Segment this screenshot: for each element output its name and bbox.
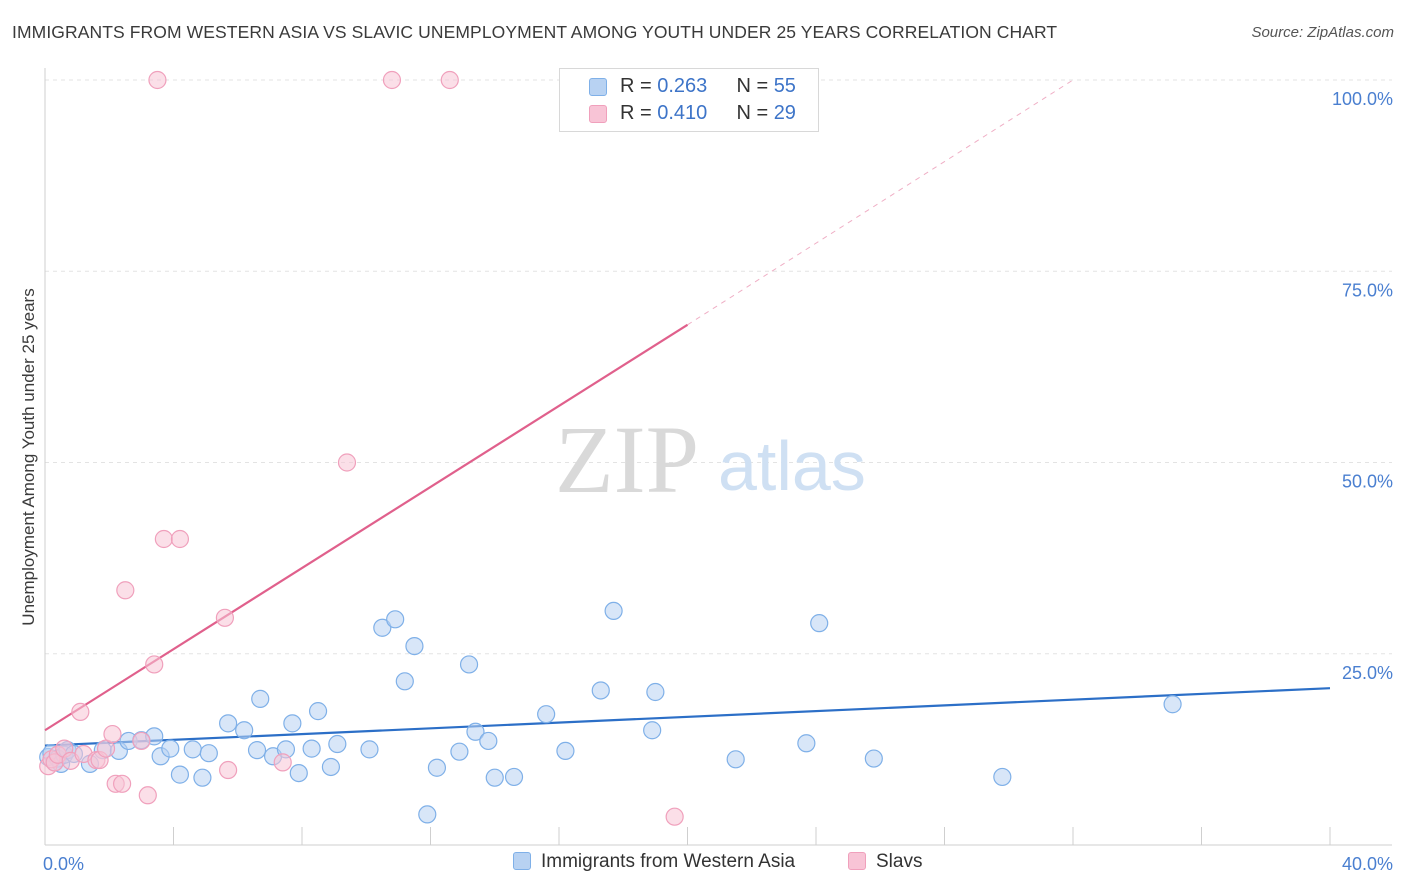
- data-point-western-asia: [321, 757, 341, 777]
- grid-lines: [45, 79, 1392, 655]
- correlation-legend: R = 0.263 N = 55 R = 0.410 N = 29: [559, 68, 819, 132]
- data-point-western-asia: [479, 731, 498, 751]
- data-point-western-asia: [219, 714, 238, 733]
- data-point-western-asia: [485, 768, 504, 787]
- data-point-western-asia: [797, 734, 816, 753]
- data-point-slavs: [116, 581, 135, 600]
- data-point-slavs: [440, 70, 459, 90]
- data-point-western-asia: [405, 636, 424, 656]
- x-tick-label-max: 40.0%: [1342, 854, 1393, 874]
- trend-line-extension-slavs: [687, 79, 1074, 326]
- x-tick-label-min: 0.0%: [43, 854, 84, 874]
- data-point-western-asia: [591, 681, 610, 700]
- data-point-western-asia: [726, 750, 745, 769]
- data-point-western-asia: [283, 714, 302, 733]
- data-point-slavs: [132, 731, 151, 751]
- data-point-western-asia: [450, 742, 469, 761]
- data-points: [39, 70, 1182, 826]
- trend-line-slavs: [44, 323, 689, 732]
- data-point-slavs: [138, 786, 157, 805]
- data-point-western-asia: [193, 768, 212, 787]
- data-point-western-asia: [395, 672, 414, 691]
- data-point-western-asia: [289, 763, 308, 783]
- chart-source: Source: ZipAtlas.com: [1251, 24, 1394, 41]
- data-point-western-asia: [251, 689, 270, 708]
- data-point-western-asia: [1163, 695, 1182, 714]
- legend-n-label: N =: [736, 75, 774, 97]
- data-point-slavs: [71, 702, 90, 721]
- data-point-western-asia: [418, 805, 437, 824]
- data-point-western-asia: [810, 614, 829, 633]
- data-point-western-asia: [161, 739, 180, 758]
- data-point-slavs: [170, 529, 190, 549]
- watermark-atlas: atlas: [718, 427, 866, 505]
- legend-row-western-asia: R = 0.263 N = 55: [620, 75, 796, 98]
- data-point-slavs: [665, 807, 684, 826]
- bottom-legend-swatch-slavs: [848, 852, 866, 870]
- data-point-slavs: [382, 70, 402, 90]
- data-point-western-asia: [360, 740, 379, 759]
- legend-swatch-slavs: [589, 105, 607, 123]
- data-point-slavs: [337, 453, 357, 472]
- legend-r-label: R =: [620, 75, 658, 97]
- axes: [44, 68, 1392, 846]
- data-point-western-asia: [993, 767, 1012, 787]
- watermark: ZIP atlas: [555, 406, 866, 513]
- y-tick-label: 75.0%: [1342, 280, 1393, 300]
- legend-n-label: N =: [736, 102, 774, 124]
- legend-r-label: R =: [620, 102, 658, 124]
- bottom-legend-western-asia: Immigrants from Western Asia: [513, 851, 795, 873]
- data-point-slavs: [154, 529, 173, 549]
- data-point-western-asia: [459, 655, 479, 674]
- trend-line-western-asia: [44, 687, 1331, 747]
- legend-r-value: 0.410: [657, 102, 708, 124]
- data-point-slavs: [273, 753, 292, 772]
- legend-n-value: 29: [773, 102, 796, 124]
- data-point-slavs: [112, 774, 132, 793]
- data-point-western-asia: [646, 682, 665, 702]
- data-point-slavs: [103, 724, 122, 744]
- legend-r-value: 0.263: [657, 75, 708, 97]
- data-point-western-asia: [427, 758, 447, 777]
- data-point-western-asia: [183, 740, 202, 759]
- y-axis-label: Unemployment Among Youth under 25 years: [19, 288, 38, 625]
- bottom-legend-label: Slavs: [876, 851, 923, 872]
- data-point-western-asia: [199, 744, 218, 763]
- data-point-western-asia: [373, 618, 392, 637]
- data-point-western-asia: [302, 739, 321, 758]
- data-point-slavs: [145, 655, 164, 674]
- y-tick-label: 100.0%: [1332, 89, 1393, 109]
- bottom-legend-slavs: Slavs: [848, 851, 922, 873]
- data-point-western-asia: [537, 705, 556, 724]
- y-tick-label: 25.0%: [1342, 663, 1393, 683]
- data-point-western-asia: [328, 734, 347, 754]
- y-tick-label: 50.0%: [1342, 472, 1393, 492]
- bottom-legend-swatch-western-asia: [513, 852, 531, 870]
- data-point-western-asia: [170, 765, 190, 784]
- data-point-western-asia: [604, 601, 623, 621]
- legend-row-slavs: R = 0.410 N = 29: [620, 102, 796, 125]
- data-point-western-asia: [466, 722, 485, 741]
- data-point-slavs: [215, 608, 234, 627]
- bottom-legend-label: Immigrants from Western Asia: [541, 851, 796, 872]
- watermark-zip: ZIP: [555, 406, 699, 513]
- data-point-western-asia: [864, 749, 883, 768]
- data-point-western-asia: [386, 610, 405, 629]
- legend-n-value: 55: [773, 75, 796, 97]
- legend-swatch-western-asia: [589, 78, 607, 96]
- data-point-western-asia: [308, 702, 328, 721]
- data-point-western-asia: [504, 767, 524, 787]
- data-point-western-asia: [643, 721, 662, 740]
- data-point-western-asia: [235, 721, 254, 740]
- chart-title: IMMIGRANTS FROM WESTERN ASIA VS SLAVIC U…: [12, 22, 1058, 42]
- data-point-western-asia: [247, 741, 267, 760]
- data-point-slavs: [148, 70, 167, 90]
- y-tick-labels: 100.0% 75.0% 50.0% 25.0%: [1332, 89, 1393, 683]
- data-point-western-asia: [556, 741, 575, 761]
- data-point-slavs: [219, 760, 238, 780]
